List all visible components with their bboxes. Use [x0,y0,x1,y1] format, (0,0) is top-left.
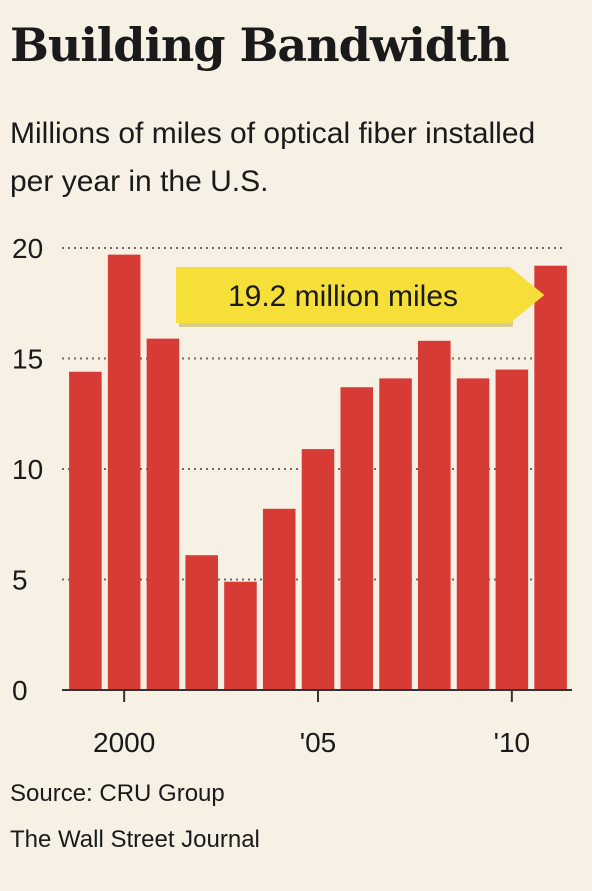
bar-2001 [146,338,180,690]
y-tick-label: 0 [12,675,28,706]
annotation-label: 19.2 million miles [228,280,458,313]
bar-2007 [379,378,412,690]
annotation-callout [176,267,545,323]
bar-2004 [262,508,296,690]
bar-2010 [495,369,529,690]
bar-2005 [301,449,335,690]
y-tick-label: 10 [12,454,43,485]
bar-2011 [534,265,567,690]
bar-2002 [185,555,218,690]
y-tick-label: 5 [12,565,28,596]
x-tick-label: 2000 [93,727,155,758]
y-tick-label: 20 [12,233,43,264]
y-tick-label: 15 [12,344,43,375]
x-tick-label: '05 [300,727,337,758]
chart-subtitle: Millions of miles of optical fiber insta… [10,117,536,198]
bar-2006 [340,387,374,690]
bar-2003 [224,581,257,690]
x-tick-label: '10 [494,727,531,758]
bar-2008 [418,340,451,690]
chart-title: Building Bandwidth [10,18,510,72]
bar-2000 [107,254,141,690]
bar-2009 [456,378,490,690]
source-note: Source: CRU Group [10,780,225,807]
publisher-credit: The Wall Street Journal [10,826,260,853]
bar-1999 [69,371,102,690]
